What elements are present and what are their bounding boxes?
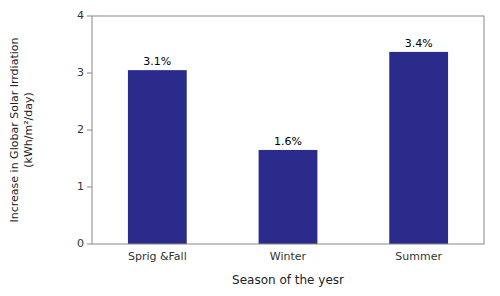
y-tick-label: 3 [77, 66, 84, 79]
bars [128, 52, 448, 244]
y-tick [87, 244, 92, 245]
x-axis-label: Season of the yesr [232, 273, 344, 287]
y-tick-label: 2 [77, 123, 84, 136]
data-label: 3.4% [405, 37, 433, 50]
y-tick [87, 187, 92, 188]
plot-frame [92, 16, 484, 244]
y-tick [87, 73, 92, 74]
y-axis-label: Increase in Globar Solar Irrdiation(kWh/… [8, 38, 35, 223]
chart-container: 0 1 2 3 4 3.1% 1.6% 3.4% Sprig &Fall Winter Summer… [0, 0, 500, 296]
bar [128, 70, 187, 244]
y-tick-label: 1 [77, 180, 84, 193]
y-tick [87, 16, 92, 17]
bar [259, 150, 318, 244]
y-tick [87, 130, 92, 131]
data-label: 1.6% [274, 135, 302, 148]
y-tick-label: 4 [77, 9, 84, 22]
chart: 0 1 2 3 4 3.1% 1.6% 3.4% Sprig &Fall Winter Summer… [0, 0, 500, 296]
x-tick-label: Winter [270, 250, 307, 263]
x-tick-label: Summer [395, 250, 442, 263]
x-tick-label: Sprig &Fall [128, 250, 187, 263]
data-label: 3.1% [143, 55, 171, 68]
y-tick-label: 0 [77, 237, 84, 250]
bar [389, 52, 448, 244]
